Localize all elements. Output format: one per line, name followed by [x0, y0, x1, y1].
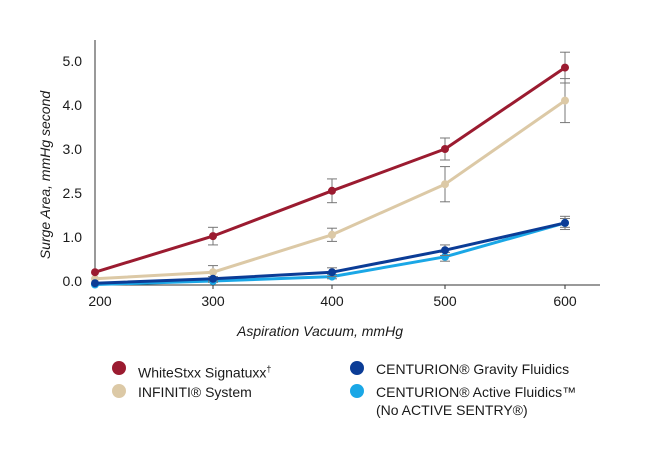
y-tick-label: 5.0	[63, 53, 83, 69]
data-point	[328, 230, 336, 239]
x-tick-label: 300	[201, 293, 225, 309]
series-group	[91, 51, 570, 289]
series-2	[91, 215, 570, 288]
data-point	[561, 63, 569, 72]
data-point	[209, 268, 217, 277]
y-axis-label: Surge Area, mmHg second	[37, 90, 53, 260]
data-point	[561, 218, 569, 227]
x-tick-label: 200	[88, 293, 112, 309]
axes	[94, 40, 600, 286]
data-point	[91, 268, 99, 277]
data-point	[441, 180, 449, 189]
data-point	[561, 96, 569, 105]
y-tick-label: 0.0	[63, 273, 83, 289]
data-point	[328, 268, 336, 277]
y-tick-label: 2.5	[63, 185, 83, 201]
tick-labels: 0.0 1.0 2.5 3.0 4.0 5.0 200 300 400 500 600	[63, 53, 577, 309]
x-axis-label: Aspiration Vacuum, mmHg	[236, 323, 403, 339]
data-point	[441, 145, 449, 153]
x-tick-label: 400	[320, 293, 344, 309]
data-point	[328, 186, 336, 195]
data-point	[209, 232, 217, 241]
data-point	[91, 279, 99, 288]
data-point	[209, 274, 217, 283]
series-3	[91, 218, 570, 289]
series-0	[91, 51, 570, 277]
data-point	[441, 252, 449, 261]
x-tick-label: 600	[553, 293, 577, 309]
data-point	[441, 246, 449, 255]
x-tick-label: 500	[433, 293, 457, 309]
y-tick-label: 1.0	[63, 229, 83, 245]
y-tick-label: 3.0	[63, 141, 83, 157]
y-tick-label: 4.0	[63, 97, 83, 113]
